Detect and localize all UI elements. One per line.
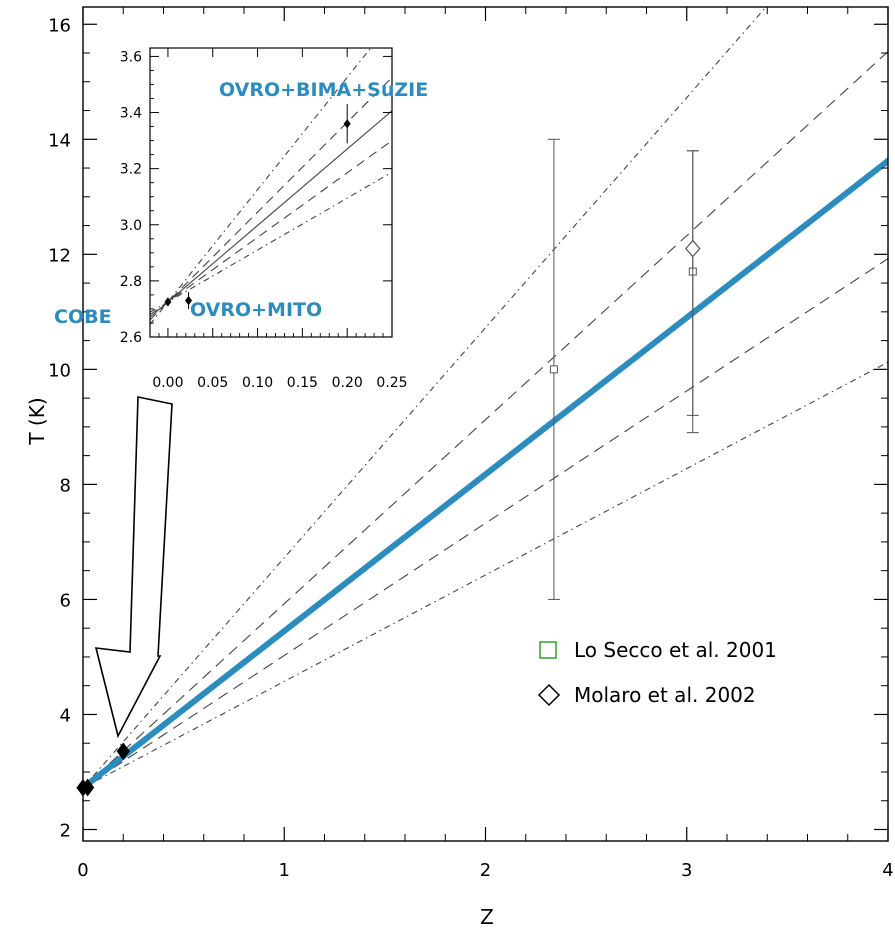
inset-data-point (185, 295, 193, 306)
annotation-ovro-mito: OVRO+MITO (190, 299, 322, 321)
main-fit-line (83, 157, 888, 791)
inset-y-tick-label: 2.8 (120, 274, 142, 290)
y-tick-label: 10 (48, 360, 71, 381)
x-axis-label: Z (480, 905, 494, 929)
inset-x-tick-label: 0.05 (197, 375, 228, 391)
data-point-filled (81, 778, 95, 797)
inset-x-tick-label: 0.00 (152, 375, 183, 391)
inset-data-point (343, 119, 351, 129)
data-point-square (549, 365, 558, 374)
inset-fit-line (150, 110, 392, 318)
dashed-line-1 (83, 257, 888, 789)
y-tick-label: 2 (60, 820, 71, 841)
legend-marker-diamond (537, 683, 561, 707)
annotation-ovro-bima-suzie: OVRO+BIMA+SuZIE (219, 79, 428, 101)
inset-x-tick-label: 0.25 (376, 375, 407, 391)
inset-plot: 0.00 0.05 0.10 0.15 0.20 0.25 2.6 2.8 3.0 3.2 3.4 3… (120, 47, 408, 391)
inset-y-tick-label: 3.0 (120, 218, 142, 234)
inset-y-tick-label: 3.2 (120, 162, 142, 178)
inset-dashed-line-0 (150, 77, 392, 321)
annotation-cobe: COBE (54, 306, 112, 328)
x-tick-label: 1 (279, 860, 290, 881)
y-tick-label: 6 (60, 590, 71, 611)
inset-frame (149, 47, 393, 338)
y-tick-label: 12 (48, 245, 71, 266)
main-lines (83, 7, 888, 791)
legend: Lo Secco et al. 2001 Molaro et al. 2002 (537, 638, 777, 707)
dashed-line-0 (83, 50, 888, 789)
inset-data-point (164, 297, 172, 307)
data-point-diamond (684, 239, 701, 258)
y-tick-label: 4 (60, 705, 71, 726)
y-tick-label: 14 (48, 130, 71, 151)
zoom-arrow-shape (94, 396, 173, 739)
inset-dashdot-line-0 (150, 48, 372, 325)
y-tick-label: 8 (60, 475, 71, 496)
inset-dashed-line-1 (150, 140, 392, 316)
x-tick-label: 0 (77, 860, 88, 881)
inset-y-tick-label: 2.6 (120, 330, 142, 346)
inset-y-tick-label: 3.4 (120, 106, 142, 122)
inset-x-tick-label: 0.15 (287, 375, 318, 391)
legend-label-lo-secco: Lo Secco et al. 2001 (574, 638, 777, 662)
inset-x-tick-label: 0.20 (332, 375, 363, 391)
x-tick-label: 3 (681, 860, 692, 881)
y-tick-label: 16 (48, 15, 71, 36)
data-point-filled (116, 742, 130, 761)
legend-marker-square (539, 641, 557, 659)
legend-label-molaro: Molaro et al. 2002 (574, 683, 756, 707)
inset-y-tick-label: 3.6 (120, 49, 142, 65)
inset-dashdot-line-1 (150, 171, 392, 313)
zoom-arrow (94, 396, 173, 739)
x-tick-label: 4 (882, 860, 893, 881)
x-tick-label: 2 (480, 860, 491, 881)
inset-x-tick-label: 0.10 (242, 375, 273, 391)
inset-lines (150, 48, 392, 325)
dashdot-line-1 (83, 361, 888, 789)
y-axis-label: T (K) (25, 397, 49, 445)
